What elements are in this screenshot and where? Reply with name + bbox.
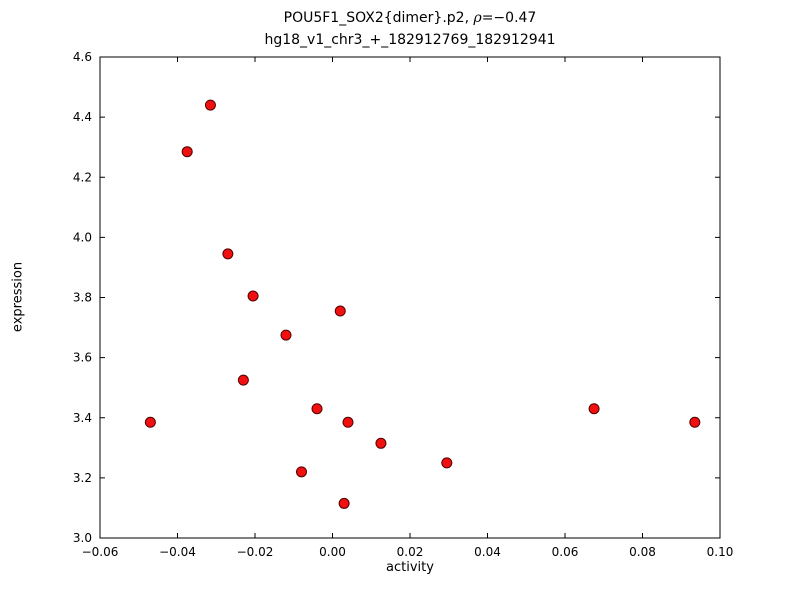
data-point: [237, 374, 249, 386]
data-point: [689, 416, 701, 428]
data-point: [342, 416, 354, 428]
data-point: [144, 416, 156, 428]
x-tick-label: 0.02: [397, 545, 424, 559]
x-axis-label: activity: [386, 560, 434, 575]
rho-symbol: ρ: [473, 10, 482, 26]
y-tick-label: 4.6: [73, 50, 92, 64]
chart-title-suffix: =−0.47: [481, 10, 537, 26]
y-tick-label: 3.0: [73, 531, 92, 545]
chart-title-prefix: POU5F1_SOX2{dimer}.p2,: [283, 10, 474, 26]
y-tick-label: 3.8: [73, 291, 92, 305]
data-point: [441, 457, 453, 469]
x-tick-label: 0.08: [629, 545, 656, 559]
data-point: [280, 329, 292, 341]
data-point: [222, 248, 234, 260]
data-point: [247, 290, 259, 302]
y-axis-label: expression: [10, 261, 26, 333]
y-tick-label: 4.0: [73, 230, 92, 244]
data-point: [375, 437, 387, 449]
data-point: [311, 403, 323, 415]
axes-frame: [99, 56, 721, 539]
x-tick-label: −0.06: [82, 545, 119, 559]
chart-title-block: POU5F1_SOX2{dimer}.p2, ρ=−0.47 hg18_v1_c…: [100, 8, 720, 51]
x-tick-label: −0.04: [159, 545, 196, 559]
data-point: [338, 497, 350, 509]
y-tick-label: 3.6: [73, 351, 92, 365]
data-point: [296, 466, 307, 478]
y-tick-label: 4.4: [73, 110, 92, 124]
y-tick-label: 3.4: [73, 411, 92, 425]
x-tick-label: 0.04: [474, 545, 501, 559]
x-tick-label: 0.00: [319, 545, 346, 559]
data-point: [334, 305, 346, 317]
data-point: [181, 146, 193, 158]
x-tick-label: 0.06: [552, 545, 579, 559]
chart-title: POU5F1_SOX2{dimer}.p2, ρ=−0.47: [100, 8, 720, 30]
data-point: [204, 99, 216, 111]
x-tick-label: 0.10: [707, 545, 734, 559]
y-tick-label: 3.2: [73, 471, 92, 485]
chart-subtitle: hg18_v1_chr3_+_182912769_182912941: [264, 31, 556, 48]
y-tick-label: 4.2: [73, 170, 92, 184]
x-tick-label: −0.02: [237, 545, 274, 559]
data-point: [588, 403, 600, 415]
